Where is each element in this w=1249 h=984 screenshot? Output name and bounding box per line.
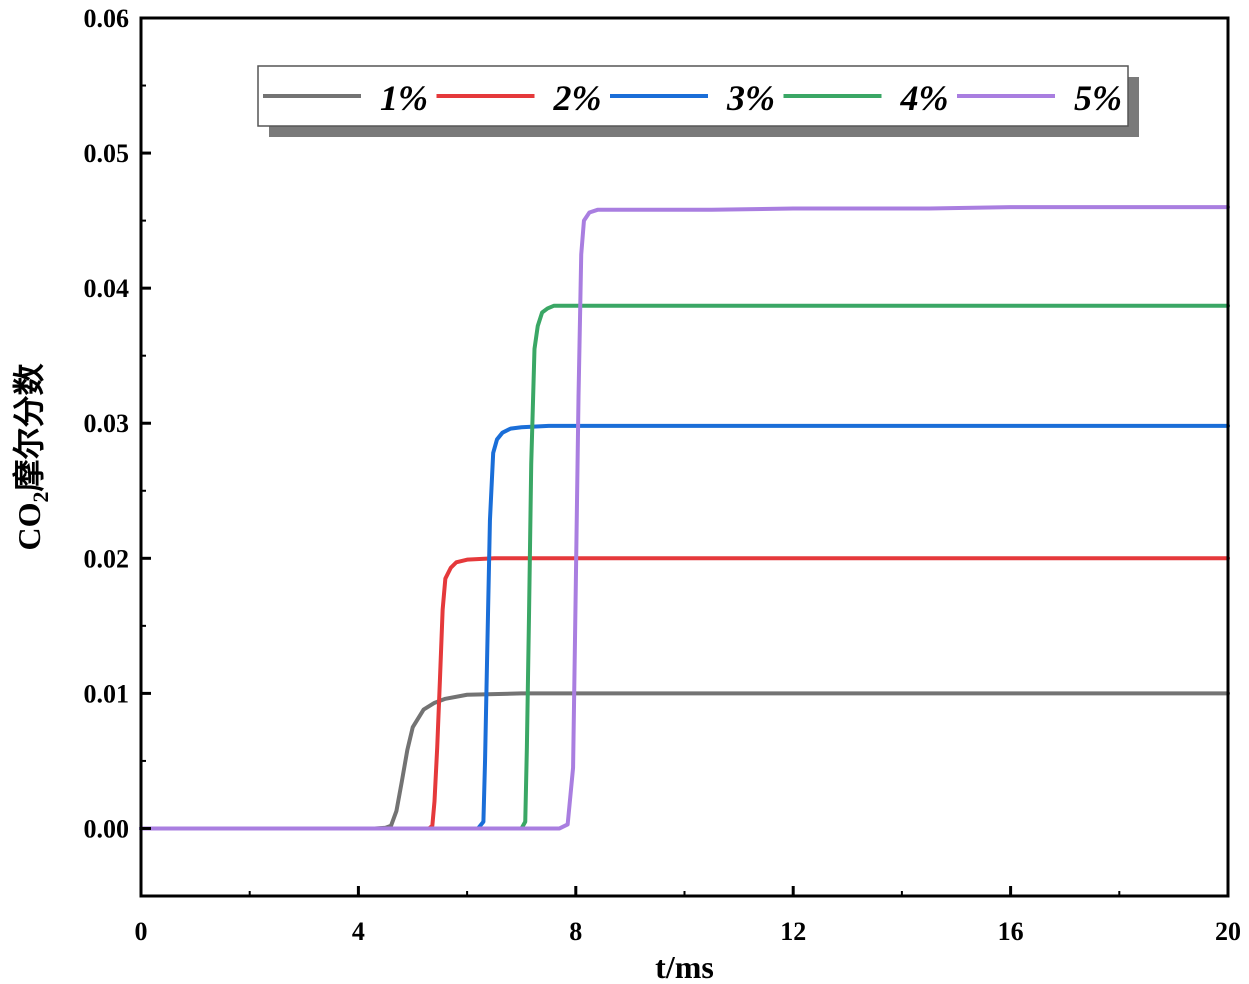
y-tick-label: 0.03 bbox=[84, 409, 130, 438]
y-tick-label: 0.00 bbox=[84, 814, 130, 843]
legend: 1% 2% 3% 4% 5% bbox=[257, 65, 1139, 137]
x-tick-label: 12 bbox=[780, 917, 806, 946]
legend-items: 1% 2% 3% 4% 5% bbox=[263, 78, 1122, 118]
y-tick-label: 0.05 bbox=[84, 139, 130, 168]
x-tick-label: 8 bbox=[569, 917, 582, 946]
y-axis-title-main: CO bbox=[11, 503, 47, 551]
legend-label-5: 5% bbox=[1074, 78, 1122, 118]
series-line-3 bbox=[139, 423, 1230, 831]
x-tick-label: 4 bbox=[352, 917, 365, 946]
legend-label-4: 4% bbox=[900, 78, 949, 118]
legend-label-2: 2% bbox=[553, 78, 602, 118]
y-axis-title-subscript: 2 bbox=[28, 492, 53, 503]
y-tick-label: 0.04 bbox=[84, 274, 130, 303]
y-tick-label: 0.02 bbox=[84, 544, 130, 573]
series-layer bbox=[139, 205, 1230, 831]
y-tick-label: 0.01 bbox=[84, 679, 130, 708]
series-line-5 bbox=[139, 205, 1230, 831]
legend-label-1: 1% bbox=[380, 78, 428, 118]
series-line-1 bbox=[139, 691, 1230, 831]
legend-label-3: 3% bbox=[726, 78, 775, 118]
x-tick-label: 16 bbox=[998, 917, 1024, 946]
series-line-4 bbox=[139, 303, 1230, 831]
plot-frame bbox=[139, 16, 1230, 898]
y-axis-ticks: 0.00 0.01 0.02 0.03 0.04 0.05 0.06 bbox=[84, 4, 151, 843]
series-line-2 bbox=[139, 556, 1230, 831]
y-axis-title: CO2摩尔分数 bbox=[11, 363, 53, 551]
x-axis-ticks: 0 4 8 12 16 20 bbox=[135, 886, 1241, 946]
x-tick-label: 20 bbox=[1215, 917, 1241, 946]
y-tick-label: 0.06 bbox=[84, 4, 130, 33]
x-axis-title: t/ms bbox=[655, 949, 714, 984]
x-tick-label: 0 bbox=[135, 917, 148, 946]
y-axis-title-rest: 摩尔分数 bbox=[11, 363, 47, 492]
